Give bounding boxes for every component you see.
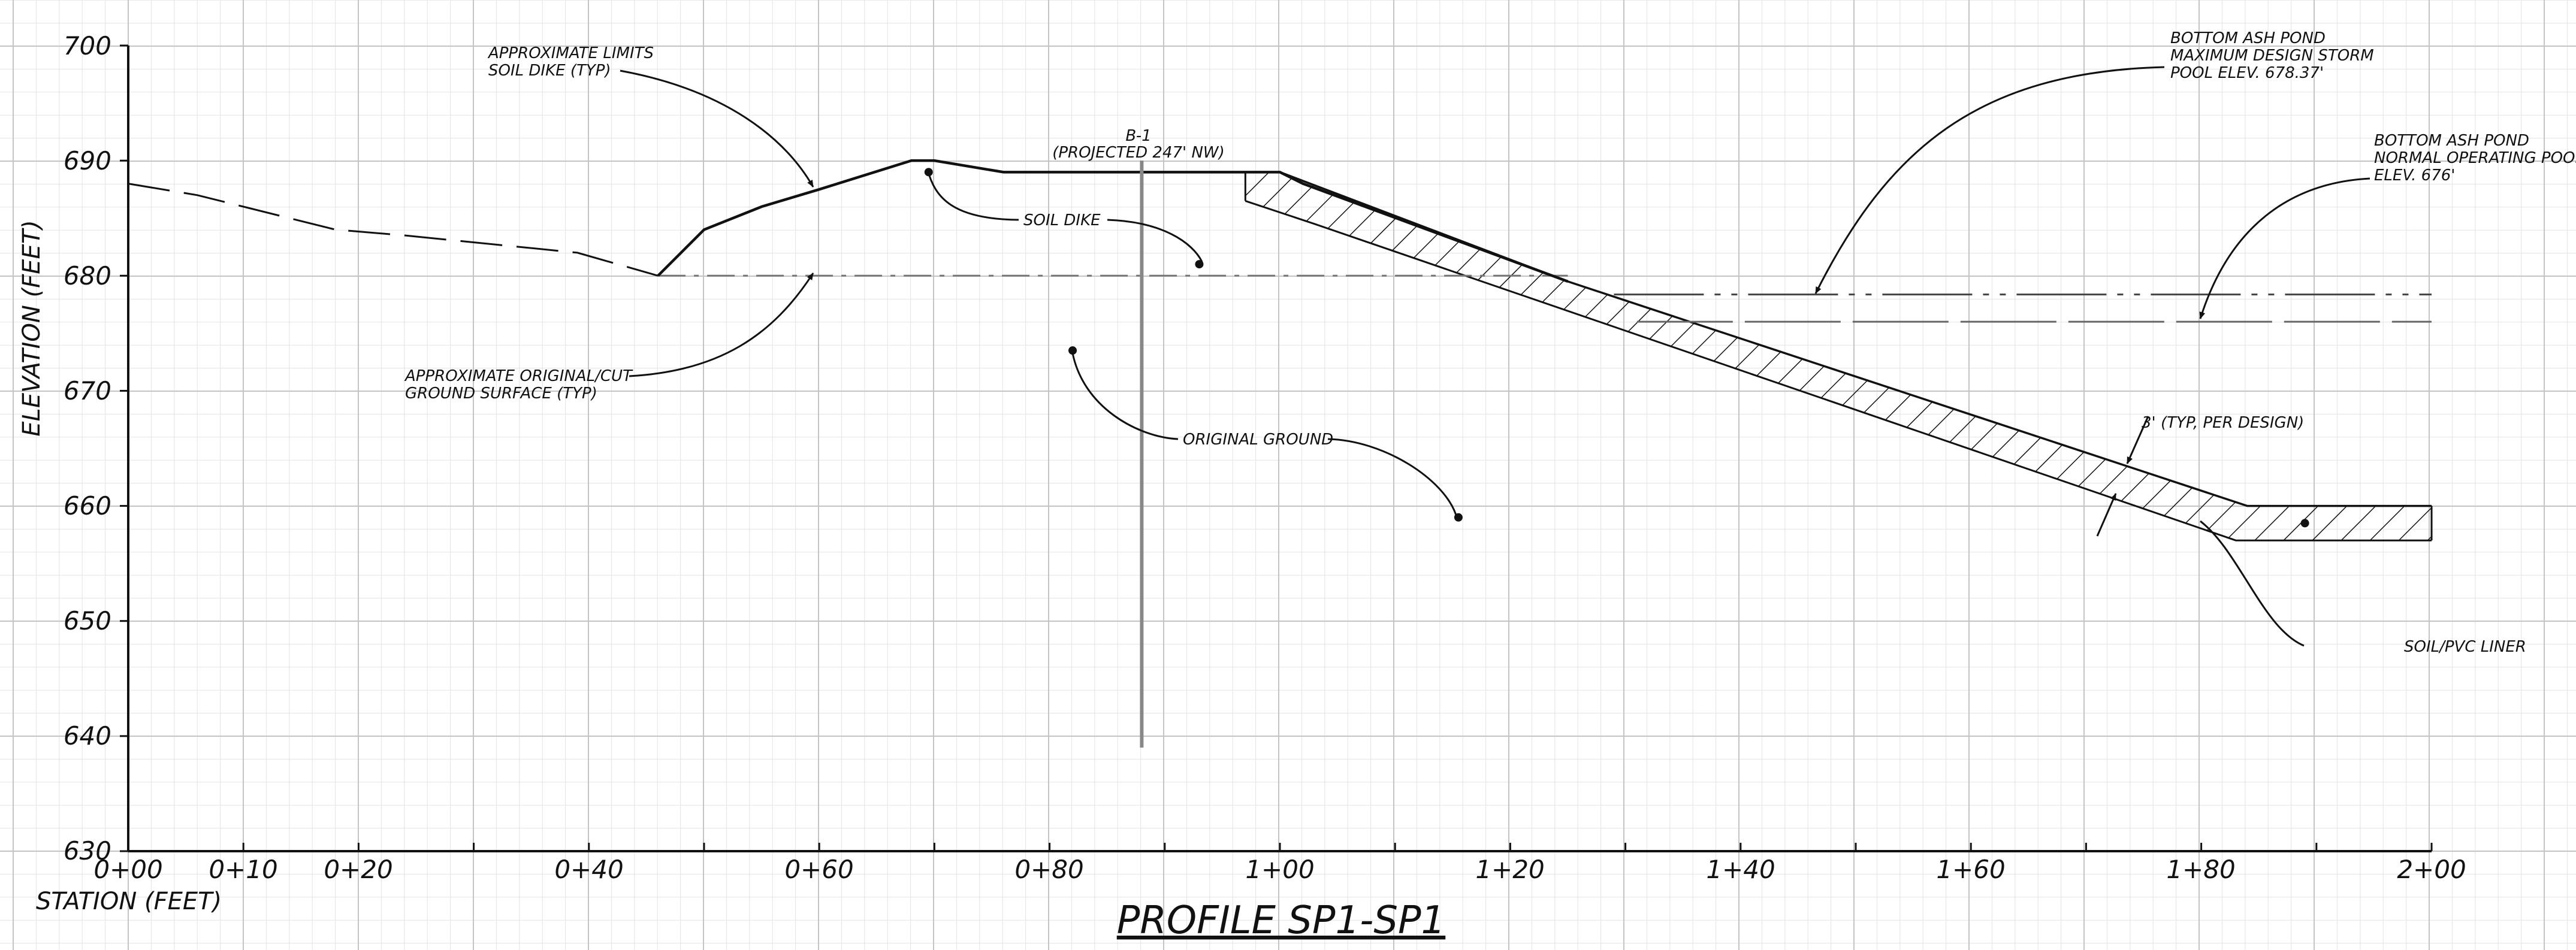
leader-soil-dike-limits: [620, 69, 814, 187]
y-tick-label: 690: [64, 146, 111, 176]
label-cut-ground-line2: GROUND SURFACE (TYP): [405, 385, 597, 403]
leader-dot: [1195, 260, 1204, 269]
leader-soil-dike-right: [1107, 219, 1203, 262]
leader-dot: [1068, 346, 1077, 355]
x-tick-marks: [127, 843, 2433, 851]
soil-dike-line: [657, 159, 1569, 283]
profile-lines: [128, 159, 2433, 748]
leader-max-storm-pool: [1814, 66, 2165, 294]
label-normal-pool-line2: NORMAL OPERATING POOL: [2374, 149, 2576, 167]
leader-original-ground-right: [1327, 438, 1457, 516]
x-tick-label: 2+00: [2397, 855, 2466, 884]
leader-dots: [924, 168, 2309, 528]
label-boring-id: B-1: [1125, 127, 1151, 145]
x-tick-label: 1+40: [1706, 855, 1775, 884]
y-tick-label: 700: [64, 31, 111, 60]
label-max-storm-pool-line3: POOL ELEV. 678.37': [2170, 64, 2324, 82]
leader-dot: [924, 168, 933, 177]
y-tick-label: 680: [64, 261, 111, 291]
y-tick-label: 660: [64, 491, 111, 521]
drawing-title: PROFILE SP1-SP1: [1117, 898, 1446, 943]
x-tick-labels: 0+00 0+10 0+20 0+40 0+60 0+80 1+00 1+20 …: [93, 855, 2466, 884]
x-tick-label: 0+10: [209, 855, 277, 884]
label-normal-pool-line3: ELEV. 676': [2374, 167, 2455, 184]
label-liner: SOIL/PVC LINER: [2404, 638, 2526, 656]
x-tick-label: 1+80: [2166, 855, 2235, 884]
x-tick-label: 0+60: [784, 855, 853, 884]
y-tick-marks: [120, 44, 128, 852]
y-tick-label: 670: [64, 376, 111, 406]
label-liner-thickness: 3' (TYP, PER DESIGN): [2142, 414, 2304, 432]
label-boring-projection: (PROJECTED 247' NW): [1052, 144, 1225, 162]
liner-bottom-line: [1245, 199, 2432, 541]
label-soil-dike-limits-line2: SOIL DIKE (TYP): [488, 62, 611, 80]
leader-normal-pool: [2199, 177, 2370, 319]
x-tick-label: 1+60: [1936, 855, 2005, 884]
label-original-ground: ORIGINAL GROUND: [1183, 431, 1333, 449]
x-tick-label: 0+20: [324, 855, 392, 884]
x-tick-label: 1+20: [1475, 855, 1544, 884]
leaders: [620, 66, 2370, 647]
dimension-upper-arrow: [2126, 416, 2149, 464]
liner-hatch: [1245, 172, 2432, 541]
label-soil-dike-limits-line1: APPROXIMATE LIMITS: [487, 44, 654, 62]
label-normal-pool-line1: BOTTOM ASH POND: [2374, 132, 2529, 150]
x-tick-label: 1+00: [1245, 855, 1314, 884]
x-tick-label: 0+40: [554, 855, 623, 884]
leader-soil-dike-left: [926, 169, 1019, 221]
label-max-storm-pool-line1: BOTTOM ASH POND: [2170, 29, 2326, 47]
y-tick-label: 630: [64, 836, 111, 866]
leader-cut-ground: [629, 273, 814, 377]
label-cut-ground-line1: APPROXIMATE ORIGINAL/CUT: [404, 367, 633, 385]
dimension-lower-arrow: [2096, 493, 2117, 537]
liner-top-line: [1245, 171, 2432, 507]
leader-dot: [1454, 513, 1463, 522]
original-ground-line: [128, 183, 659, 277]
leader-liner: [2200, 520, 2305, 647]
y-tick-label: 650: [64, 606, 111, 636]
axes: [120, 44, 2433, 852]
leader-original-ground-left: [1071, 349, 1179, 440]
x-tick-label: 0+80: [1014, 855, 1083, 884]
y-axis-title: ELEVATION (FEET): [18, 220, 46, 436]
leader-dot: [2300, 519, 2309, 528]
label-soil-dike: SOIL DIKE: [1023, 211, 1101, 229]
x-tick-label: 0+00: [93, 855, 162, 884]
label-max-storm-pool-line2: MAXIMUM DESIGN STORM: [2170, 47, 2374, 65]
x-axis-title: STATION (FEET): [36, 888, 222, 915]
y-tick-labels: 700 690 680 670 660 650 640 630: [64, 31, 111, 866]
annotations: APPROXIMATE LIMITS SOIL DIKE (TYP) B-1 (…: [404, 29, 2576, 656]
y-tick-label: 640: [64, 721, 111, 751]
